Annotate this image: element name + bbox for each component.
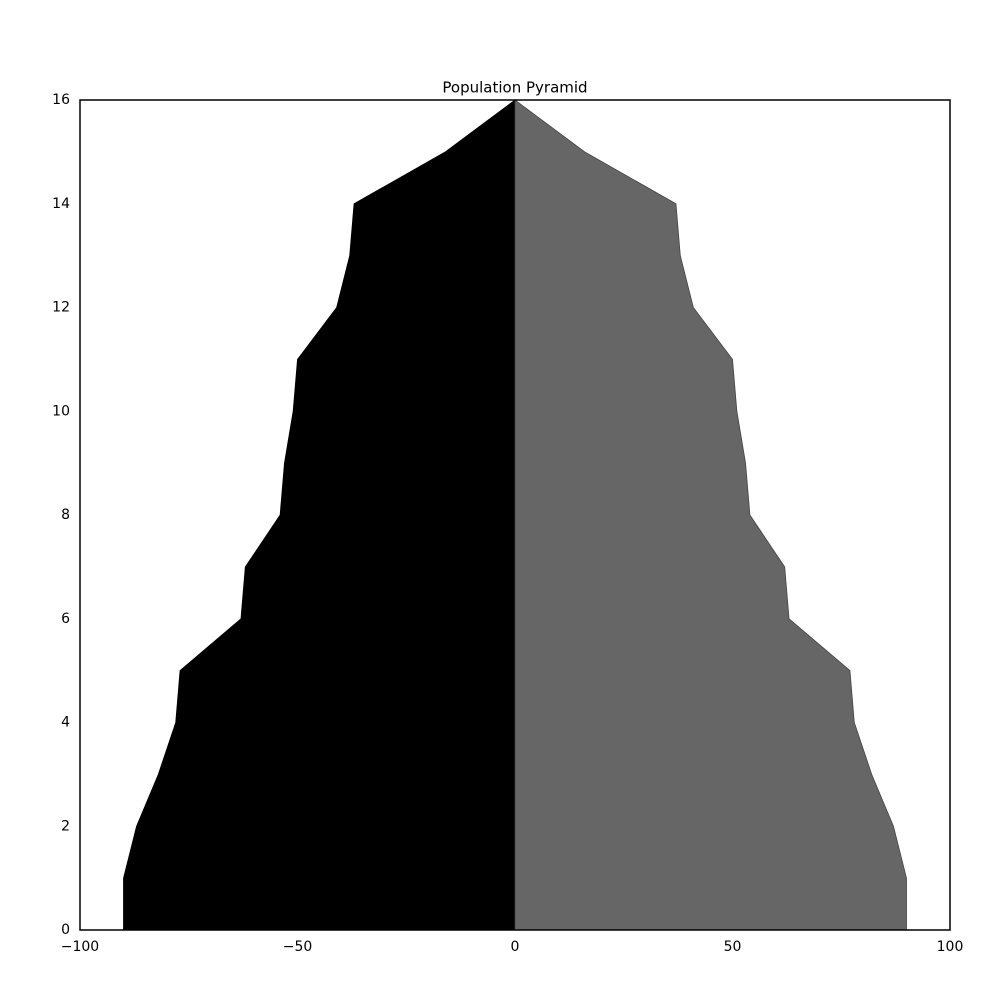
plot-frame [79,99,951,931]
y-tick-label: 16 [52,92,70,108]
y-tick-label: 8 [61,507,70,523]
y-tick-label: 12 [52,300,70,316]
x-tick-label: 0 [511,939,520,955]
x-tick-label: −50 [283,939,313,955]
x-tick-label: 100 [937,939,964,955]
y-tick-label: 0 [61,922,70,938]
y-tick-label: 10 [52,403,70,419]
x-tick-label: 50 [724,939,742,955]
x-tick-label: −100 [61,939,99,955]
y-tick-label: 14 [52,196,70,212]
chart-title: Population Pyramid [442,79,587,97]
y-tick-label: 4 [61,715,70,731]
area [514,99,907,931]
area [123,99,516,931]
y-tick-label: 2 [61,818,70,834]
y-tick-label: 6 [61,611,70,627]
